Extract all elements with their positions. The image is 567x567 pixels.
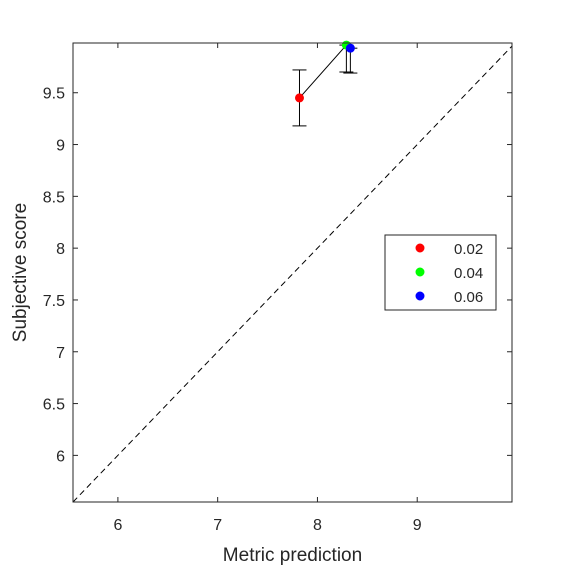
legend: 0.02 0.04 0.06 <box>384 234 497 311</box>
x-tick-label: 8 <box>313 517 322 534</box>
legend-label-0.06: 0.06 <box>454 289 483 306</box>
ticks-layer: 6 7 8 9 6 6.5 7 7.5 8 8.5 9 9.5 <box>43 43 512 534</box>
x-tick-label: 7 <box>213 517 222 534</box>
y-tick-label: 8.5 <box>43 189 65 206</box>
x-tick-label: 9 <box>413 517 422 534</box>
y-tick-label: 9.5 <box>43 86 65 103</box>
y-tick-label: 7.5 <box>43 293 65 310</box>
legend-label-0.02: 0.02 <box>454 241 483 258</box>
y-tick-label: 6 <box>56 448 65 465</box>
legend-marker-0.02 <box>415 243 425 253</box>
y-tick-label: 9 <box>56 138 65 155</box>
reference-line-layer <box>72 45 513 503</box>
y-tick-label: 8 <box>56 241 65 258</box>
y-tick-label: 6.5 <box>43 397 65 414</box>
plot-frame <box>72 42 513 503</box>
legend-marker-0.06 <box>415 291 425 301</box>
data-point-0.02 <box>294 93 304 103</box>
y-tick-label: 7 <box>56 345 65 362</box>
y-axis-label: Subjective score <box>10 203 31 342</box>
data-point-0.06 <box>345 43 355 53</box>
legend-marker-0.04 <box>415 267 425 277</box>
legend-box <box>384 234 497 311</box>
diagonal-reference-line <box>72 45 513 503</box>
x-tick-label: 6 <box>113 517 122 534</box>
legend-label-0.04: 0.04 <box>454 265 483 282</box>
x-axis-label: Metric prediction <box>223 545 362 566</box>
